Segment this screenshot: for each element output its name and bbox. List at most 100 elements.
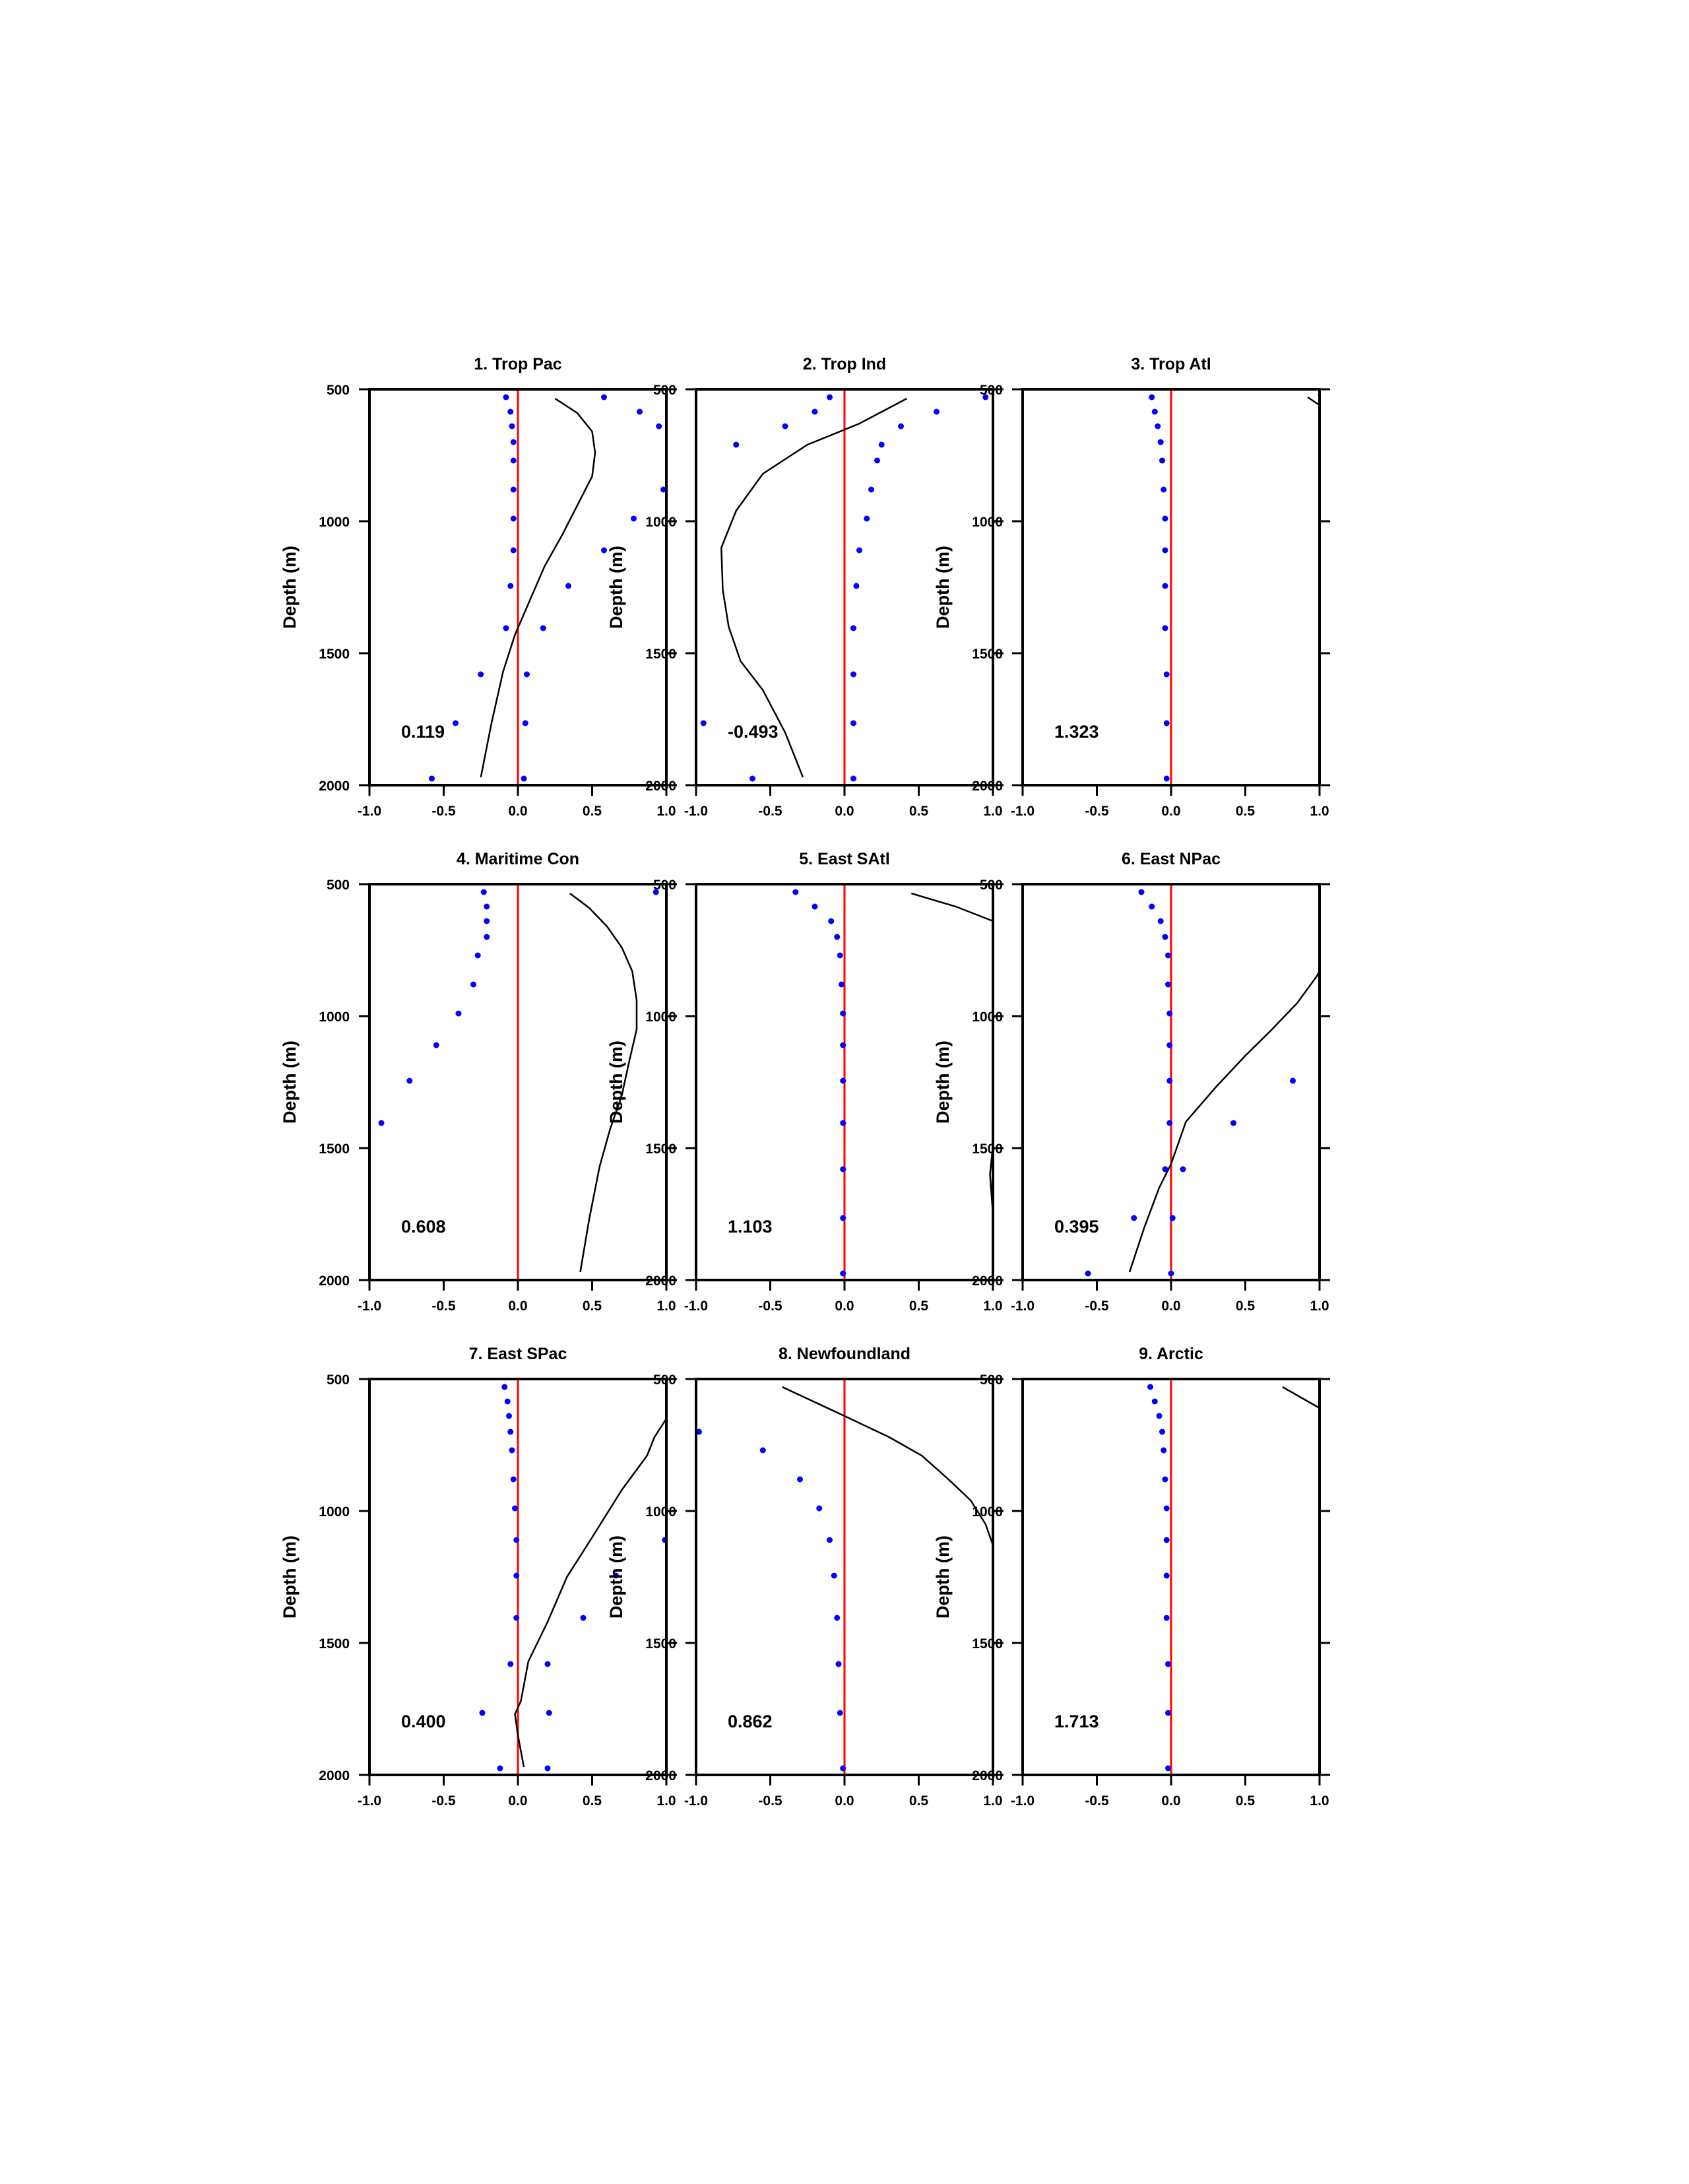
- data-point: [1165, 1765, 1171, 1772]
- x-tick-label: -0.5: [431, 1299, 456, 1314]
- x-tick-label: 0.0: [835, 804, 854, 819]
- y-tick-label: 1000: [319, 515, 350, 530]
- profile-curve: [514, 1418, 666, 1768]
- y-axis-label: Depth (m): [606, 1041, 626, 1124]
- data-point: [613, 1572, 619, 1579]
- data-point: [601, 394, 607, 401]
- y-axis-label: Depth (m): [606, 1535, 626, 1619]
- x-tick-label: 1.0: [1310, 804, 1329, 819]
- panel-title: 2. Trop Ind: [803, 355, 886, 373]
- data-point: [631, 515, 637, 522]
- y-tick-label: 1000: [972, 1010, 1003, 1025]
- data-point: [1166, 1120, 1173, 1126]
- panel-annotation: 0.608: [401, 1217, 446, 1237]
- data-point: [497, 1765, 503, 1772]
- data-point: [1138, 889, 1145, 895]
- data-point: [1290, 1077, 1296, 1084]
- data-point: [503, 394, 509, 401]
- data-point: [1168, 1270, 1174, 1277]
- panel-annotation: 0.395: [1054, 1217, 1099, 1237]
- data-point: [510, 1476, 517, 1483]
- x-tick-label: 0.0: [508, 1299, 527, 1314]
- data-point: [580, 1615, 587, 1621]
- x-tick-label: 1.0: [656, 1793, 676, 1809]
- x-tick-label: -0.5: [758, 1793, 782, 1809]
- data-point: [837, 1710, 843, 1716]
- data-point: [1161, 486, 1167, 493]
- x-tick-label: 0.0: [1161, 804, 1180, 819]
- data-point: [507, 408, 514, 415]
- data-point: [637, 408, 643, 415]
- data-point: [544, 1765, 551, 1772]
- data-point: [1166, 1042, 1173, 1048]
- data-point: [507, 1429, 514, 1435]
- x-tick-label: -0.5: [758, 804, 782, 819]
- panel-title: 4. Maritime Con: [457, 850, 579, 868]
- data-point: [509, 1447, 515, 1454]
- x-tick-label: 0.5: [1236, 1793, 1256, 1809]
- data-point: [480, 889, 487, 895]
- data-point: [934, 408, 940, 415]
- profile-curve: [1282, 1386, 1320, 1409]
- y-axis-label: Depth (m): [280, 1041, 300, 1124]
- data-point: [506, 1413, 512, 1419]
- y-tick-label: 1000: [645, 1504, 676, 1520]
- x-tick-label: 0.0: [835, 1793, 854, 1809]
- data-point: [513, 1572, 520, 1579]
- data-point: [1149, 903, 1155, 910]
- data-point: [1165, 981, 1171, 988]
- x-tick-label: -0.5: [1085, 1793, 1109, 1809]
- panel-title: 3. Trop Atl: [1131, 355, 1211, 373]
- data-point: [840, 1765, 846, 1772]
- data-point: [504, 1398, 511, 1405]
- data-point: [850, 775, 856, 782]
- x-tick-label: 0.5: [1236, 804, 1256, 819]
- data-point: [1163, 720, 1170, 726]
- y-tick-label: 2000: [645, 1768, 676, 1783]
- data-point: [429, 775, 435, 782]
- data-point: [792, 889, 799, 895]
- data-point: [1163, 775, 1170, 782]
- y-axis-label: Depth (m): [280, 1535, 300, 1619]
- data-point: [874, 457, 880, 464]
- data-point: [850, 720, 856, 726]
- x-tick-label: -1.0: [358, 804, 381, 819]
- data-point: [484, 903, 490, 910]
- data-point: [1157, 918, 1164, 924]
- y-tick-label: 500: [653, 1372, 676, 1388]
- profile-curve: [1307, 396, 1320, 406]
- x-tick-label: -0.5: [1085, 1299, 1109, 1314]
- panel-title: 7. East SPac: [469, 1345, 567, 1363]
- x-tick-label: 1.0: [1310, 1793, 1329, 1809]
- panel-5: 5. East SAtl -1.0 -0.5 0.0 0.5 1.0 500 1000 1500…: [606, 850, 1004, 1314]
- data-point: [565, 583, 571, 589]
- data-point: [540, 625, 546, 631]
- data-point: [1162, 547, 1168, 554]
- x-tick-label: 0.5: [583, 1793, 602, 1809]
- profile-curve: [910, 892, 993, 922]
- data-point: [868, 486, 874, 493]
- data-point: [1180, 1166, 1186, 1172]
- y-tick-label: 2000: [645, 779, 676, 794]
- data-point: [982, 394, 989, 401]
- data-point: [840, 1010, 846, 1017]
- plot-area: [1085, 889, 1320, 1277]
- data-point: [853, 583, 860, 589]
- plot-area: [1147, 1384, 1320, 1772]
- y-tick-label: 1500: [972, 1636, 1003, 1652]
- data-point: [1162, 1166, 1168, 1172]
- y-tick-label: 1000: [645, 515, 676, 530]
- plot-area: [378, 889, 659, 1273]
- data-point: [1147, 1384, 1153, 1390]
- data-point: [834, 934, 841, 940]
- data-point: [1162, 1476, 1168, 1483]
- data-point: [512, 1505, 518, 1512]
- panel-9: 9. Arctic -1.0 -0.5 0.0 0.5 1.0 500 1000 1500 200…: [933, 1345, 1330, 1809]
- data-point: [878, 441, 885, 448]
- data-point: [524, 671, 530, 678]
- y-tick-label: 1500: [972, 1141, 1003, 1157]
- y-tick-label: 1000: [972, 515, 1003, 530]
- data-point: [510, 547, 517, 554]
- y-tick-label: 1000: [972, 1504, 1003, 1520]
